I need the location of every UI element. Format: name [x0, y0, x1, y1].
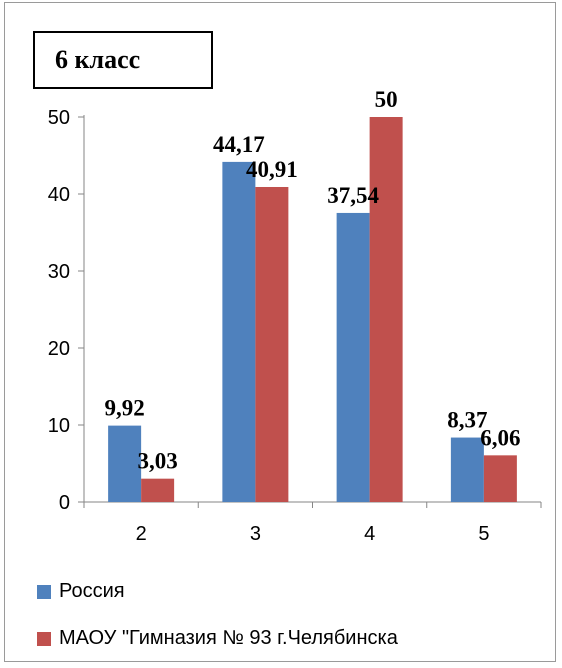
- data-label-series0-4: 37,54: [327, 183, 379, 208]
- data-label-series1-4: 50: [375, 87, 398, 112]
- legend-label-0: Россия: [59, 580, 125, 602]
- data-label-series0-2: 9,92: [105, 396, 145, 421]
- legend-label-1: МАОУ "Гимназия № 93 г.Челябинска: [59, 627, 398, 649]
- y-tick-label-2: 20: [48, 338, 70, 360]
- data-label-series1-5: 6,06: [480, 425, 520, 450]
- legend-swatch-1: [37, 631, 51, 646]
- y-tick-label-3: 30: [48, 261, 70, 283]
- bar-series0-3: [222, 161, 256, 503]
- y-tick-label-5: 50: [48, 107, 70, 129]
- bar-series0-2: [108, 425, 142, 502]
- bar-series0-4: [336, 212, 370, 502]
- y-tick-label-0: 0: [59, 492, 70, 514]
- x-tick-label-1: 3: [250, 523, 261, 545]
- bar-series1-2: [141, 478, 175, 502]
- x-tick-label-0: 2: [136, 523, 147, 545]
- y-tick-label-4: 40: [48, 184, 70, 206]
- data-label-series0-3: 44,17: [213, 132, 265, 157]
- bar-series1-3: [255, 186, 289, 503]
- y-tick-label-1: 10: [48, 415, 70, 437]
- data-label-series1-2: 3,03: [138, 449, 178, 474]
- chart-title: 6 класс: [33, 31, 213, 89]
- data-label-series1-3: 40,91: [246, 157, 298, 182]
- legend-item-0: Россия: [37, 580, 125, 603]
- x-tick-label-2: 4: [364, 523, 375, 545]
- bar-series1-5: [483, 455, 517, 502]
- legend-swatch-0: [37, 584, 51, 599]
- chart-frame: [4, 2, 556, 662]
- bar-series0-5: [450, 437, 484, 502]
- legend-item-1: МАОУ "Гимназия № 93 г.Челябинска: [37, 627, 398, 650]
- x-tick-label-3: 5: [478, 523, 489, 545]
- bar-series1-4: [369, 117, 403, 502]
- data-label-series0-5: 8,37: [447, 408, 487, 433]
